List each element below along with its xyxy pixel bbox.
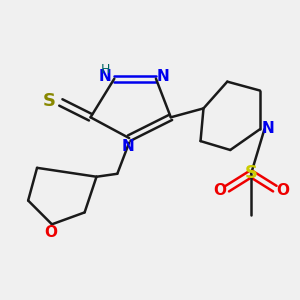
Text: N: N	[262, 121, 275, 136]
Text: O: O	[277, 183, 290, 198]
Text: O: O	[44, 225, 57, 240]
Text: S: S	[244, 164, 258, 182]
Text: H: H	[101, 63, 110, 76]
Text: N: N	[121, 139, 134, 154]
Text: N: N	[99, 69, 112, 84]
Text: O: O	[213, 183, 226, 198]
Text: N: N	[157, 69, 170, 84]
Text: S: S	[42, 92, 56, 110]
